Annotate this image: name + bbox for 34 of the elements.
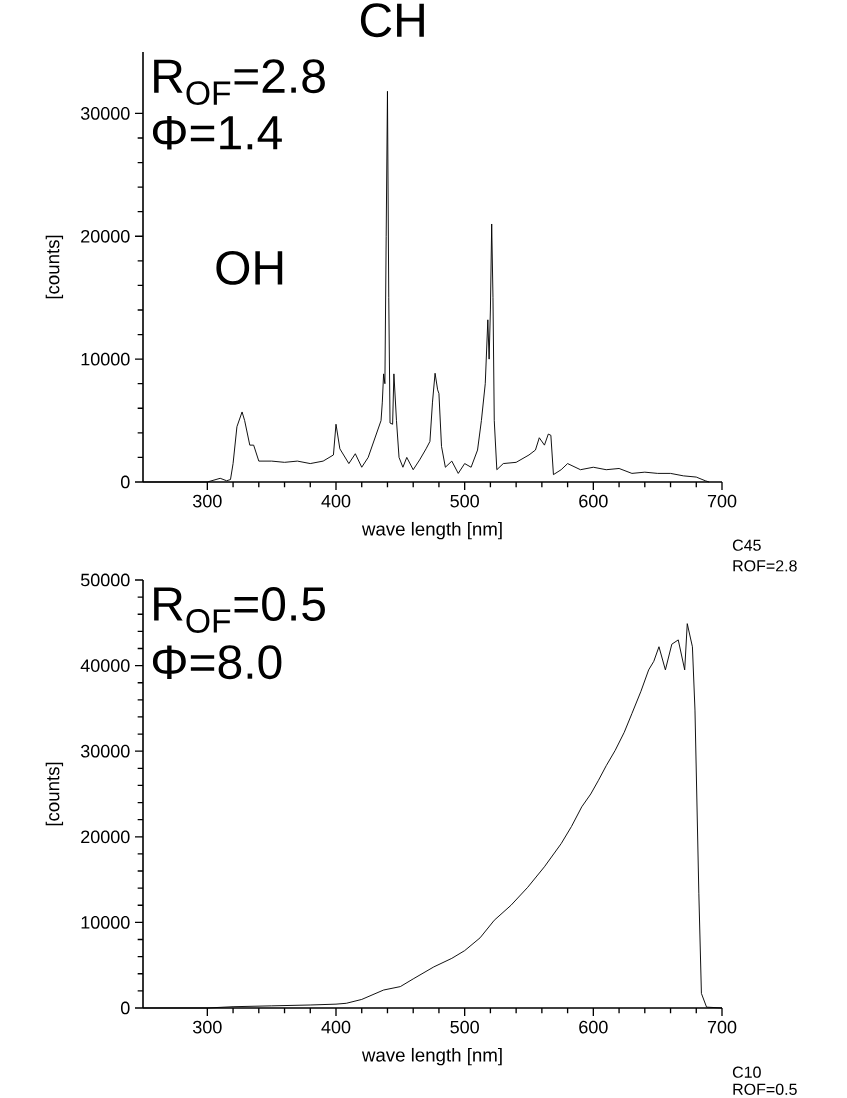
y-tick-label: 30000 [80,107,130,120]
y-tick-label: 50000 [80,573,130,587]
y-tick-label: 0 [120,475,130,489]
x-tick-label: 600 [579,1020,608,1034]
annotation: Φ=8.0 [152,645,282,680]
x-tick-label: 600 [579,494,608,508]
annotation: R$_{OF}$=2.8 [154,59,325,106]
y-tick-label: 20000 [81,229,130,243]
x-tick-label: 300 [193,1020,222,1034]
x-tick-label: 400 [321,494,351,508]
y-axis-title: [counts] [45,235,64,299]
x-axis-title: wave length [nm] [361,1047,502,1066]
annotation: R$_{OF}$=0.5 [154,587,325,633]
text: CH [360,3,424,38]
x-axis-title: wave length [nm] [361,521,502,540]
x-tick-label: 500 [450,494,479,508]
y-tick-label: 0 [120,1001,130,1015]
x-tick-label: 300 [193,494,222,508]
x-tick-label: 400 [321,1020,351,1034]
x-tick-label: 500 [450,1020,479,1034]
text: C45 [732,539,761,551]
y-tick-label: 10000 [81,916,130,929]
annotation: OH [216,250,283,285]
y-tick-label: 30000 [80,744,130,758]
y-tick-label: 40000 [80,659,130,672]
text: ROF=0.5 [733,1083,797,1095]
text: C10 [732,1066,761,1078]
text: ROF=2.8 [733,560,797,572]
y-tick-label: 10000 [81,352,130,366]
x-tick-label: 700 [707,1020,737,1034]
y-tick-label: 20000 [81,830,130,844]
x-tick-label: 700 [707,494,737,508]
y-axis-title: [counts] [45,762,64,826]
annotation: Φ=1.4 [152,116,282,150]
